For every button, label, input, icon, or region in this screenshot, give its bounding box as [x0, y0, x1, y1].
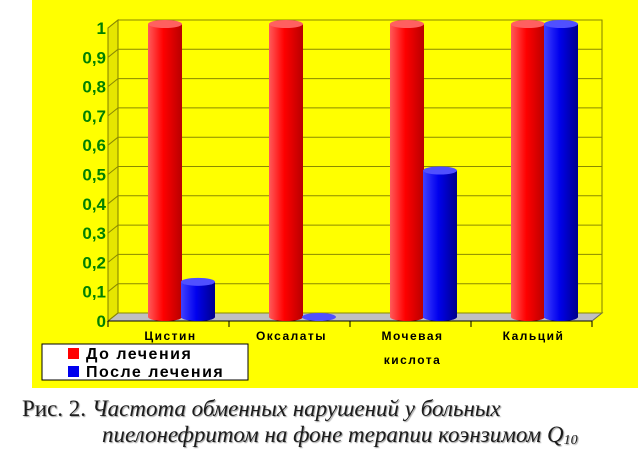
x-tick-label: Цистин — [144, 329, 196, 343]
bar-top — [269, 20, 303, 28]
y-tick-label: 1 — [97, 19, 106, 38]
gridline-side — [107, 19, 119, 29]
y-tick-label: 0,4 — [82, 195, 106, 214]
bar-top — [544, 20, 578, 28]
bar-body — [511, 24, 545, 321]
caption-line-2: пиелонефритом на фоне терапии коэнзимом … — [102, 422, 564, 447]
y-tick-label: 0 — [97, 312, 106, 331]
bar-before-2 — [269, 20, 303, 321]
bar-body — [544, 24, 578, 321]
legend-label: После лечения — [86, 364, 224, 381]
y-tick-label: 0,2 — [82, 253, 106, 272]
legend-swatch — [68, 366, 79, 377]
y-tick-label: 0,1 — [82, 283, 106, 302]
x-tick-label: Мочевая — [381, 329, 443, 343]
y-tick-label: 0,6 — [82, 136, 106, 155]
bar-top — [511, 20, 545, 28]
gridline-side — [107, 224, 119, 234]
bar-top — [423, 166, 457, 175]
legend-swatch — [68, 348, 79, 359]
bar-before-3 — [390, 20, 424, 321]
gridline-side — [107, 254, 119, 263]
bar-after-2 — [302, 313, 336, 321]
gridline-side — [107, 78, 119, 87]
bar-top — [302, 313, 336, 321]
x-tick-label: Оксалаты — [256, 329, 327, 343]
bar-top — [390, 20, 424, 28]
y-tick-label: 0,3 — [82, 224, 106, 243]
bar-after-4 — [544, 20, 578, 321]
gridline-side — [107, 195, 119, 205]
bar-top — [181, 277, 215, 286]
gridline-side — [107, 166, 119, 175]
figure-caption: Рис. 2. Частота обменных нарушений у бол… — [22, 396, 634, 454]
bar-body — [181, 281, 215, 321]
y-tick-label: 0,9 — [82, 48, 106, 67]
gridline-side — [107, 136, 119, 146]
bar-chart: 0 0,1 0,2 0,3 0,4 0,5 0,6 0,7 0,8 0,9 1 Цистин Окса… — [32, 0, 638, 388]
bar-body — [423, 170, 457, 321]
caption-prefix: Рис. 2. — [22, 396, 87, 421]
bar-before-4 — [511, 20, 545, 321]
x-tick-label: Кальций — [503, 329, 565, 343]
legend-label: До лечения — [86, 346, 192, 363]
gridline-side — [107, 283, 119, 293]
caption-subscript: 10 — [563, 433, 578, 448]
bar-body — [390, 24, 424, 321]
caption-line-1: Частота обменных нарушений у больных — [91, 396, 501, 421]
bar-before-1 — [148, 20, 182, 321]
y-tick-label: 0,8 — [82, 78, 106, 97]
bar-top — [148, 20, 182, 28]
gridline-side — [107, 312, 119, 322]
bar-after-1 — [181, 277, 215, 321]
gridline-side — [107, 107, 119, 117]
bar-after-3 — [423, 166, 457, 321]
bar-body — [269, 24, 303, 321]
gridline-side — [107, 48, 119, 58]
bar-body — [148, 24, 182, 321]
y-tick-label: 0,7 — [82, 107, 106, 126]
y-tick-label: 0,5 — [82, 166, 106, 185]
x-tick-label: кислота — [384, 353, 442, 367]
chart-area: 0 0,1 0,2 0,3 0,4 0,5 0,6 0,7 0,8 0,9 1 Цистин Окса… — [32, 0, 638, 388]
